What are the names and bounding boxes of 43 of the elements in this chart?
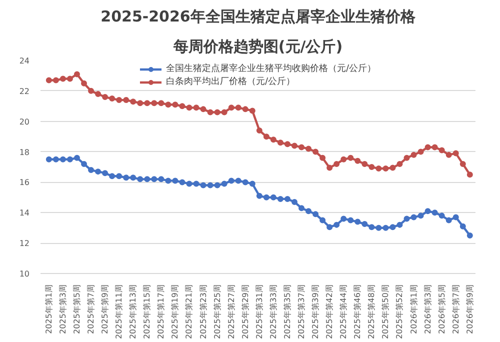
x-tick-label: 2026年第9周 (465, 284, 474, 334)
x-tick-label: 2026年第3周 (423, 284, 432, 334)
x-tick-label: 2025年第3周 (58, 284, 68, 334)
legend-label: 白条肉平均出厂价格（元/公斤） (166, 76, 296, 88)
x-tick-label: 2025年第35周 (282, 284, 292, 340)
chart-title: 2025-2026年全国生猪定点屠宰企业生猪价格 (100, 8, 416, 26)
y-tick-label: 20 (19, 117, 30, 126)
x-tick-label: 2025年第44周 (339, 284, 348, 340)
x-tick-label: 2025年第50周 (381, 284, 390, 340)
y-tick-label: 22 (19, 86, 30, 96)
x-tick-label: 2026年第7周 (451, 284, 460, 334)
x-tick-label: 2025年第52周 (395, 284, 404, 340)
y-tick-label: 12 (19, 239, 30, 248)
x-tick-label: 2025年第13周 (128, 284, 138, 340)
x-tick-label: 2025年第48周 (367, 284, 376, 340)
y-tick-label: 24 (19, 56, 30, 66)
x-tick-label: 2025年第33周 (268, 284, 278, 340)
x-tick-label: 2025年第17周 (156, 284, 166, 340)
x-tick-label: 2026年第5周 (437, 284, 446, 334)
x-tick-label: 2025年第37周 (297, 284, 306, 340)
x-tick-label: 2025年第23周 (198, 284, 208, 340)
x-tick-label: 2025年第39周 (311, 284, 320, 340)
y-tick-label: 18 (19, 148, 30, 157)
legend-label: 全国生猪定点屠宰企业生猪平均收购价格（元/公斤） (166, 62, 376, 75)
x-tick-label: 2025年第25周 (212, 284, 222, 340)
x-tick-label: 2025年第29周 (240, 284, 250, 340)
x-tick-label: 2025年第31周 (254, 284, 264, 340)
x-tick-label: 2025年第11周 (114, 284, 124, 340)
x-tick-label: 2025年第21周 (184, 284, 194, 340)
y-tick-label: 16 (19, 178, 30, 188)
x-tick-label: 2025年第7周 (86, 284, 96, 334)
y-tick-label: 14 (19, 208, 30, 218)
x-tick-label: 2025年第5周 (72, 284, 82, 334)
x-tick-label: 2025年第9周 (100, 284, 110, 334)
x-tick-label: 2025年第42周 (325, 284, 334, 340)
x-tick-label: 2025年第46周 (353, 284, 362, 340)
chart-subtitle: 每周价格趋势图(元/公斤) (172, 38, 343, 56)
x-tick-label: 2025年第1周 (44, 284, 54, 334)
x-tick-label: 2025年第15周 (142, 284, 152, 340)
x-tick-label: 2025年第27周 (226, 284, 236, 340)
x-tick-label: 2026年第1周 (409, 284, 418, 334)
x-tick-label: 2025年第19周 (170, 284, 180, 340)
y-tick-label: 10 (19, 270, 30, 278)
